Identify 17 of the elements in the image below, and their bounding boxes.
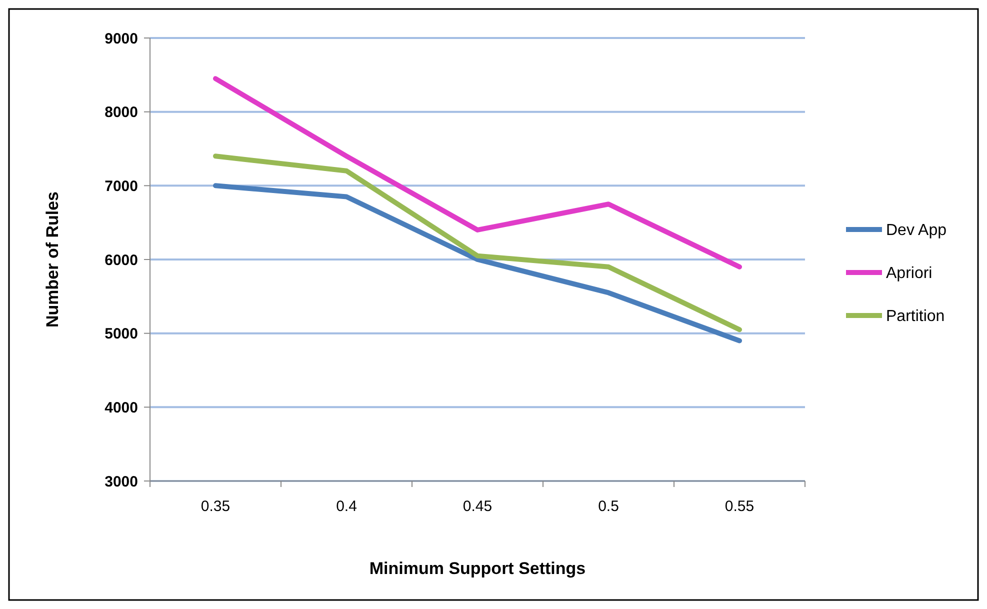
legend-label: Dev App (886, 222, 947, 240)
x-tick-label: 0.4 (336, 498, 357, 515)
x-tick-label: 0.55 (724, 498, 754, 515)
y-tick-label: 3000 (104, 473, 138, 490)
x-tick-label: 0.35 (200, 498, 230, 515)
x-tick-label: 0.45 (462, 498, 492, 515)
x-tick-label: 0.5 (598, 498, 619, 515)
legend-label: Apriori (886, 265, 932, 282)
y-tick-label: 9000 (104, 30, 138, 48)
y-tick-label: 7000 (104, 178, 138, 195)
y-tick-label: 4000 (104, 399, 138, 416)
y-tick-label: 8000 (104, 104, 138, 122)
y-tick-label: 6000 (104, 252, 138, 269)
legend-label: Partition (886, 308, 945, 326)
y-tick-label: 5000 (104, 326, 138, 343)
y-axis-title: Number of Rules (43, 191, 62, 328)
x-axis-title: Minimum Support Settings (369, 559, 586, 578)
